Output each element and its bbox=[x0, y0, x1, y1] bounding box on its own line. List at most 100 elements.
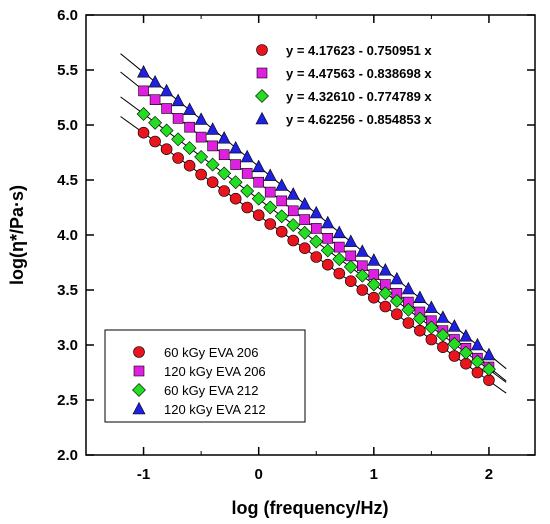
data-point-square bbox=[264, 186, 276, 198]
data-point-triangle bbox=[171, 93, 185, 107]
data-point-diamond bbox=[228, 175, 243, 190]
data-point-triangle bbox=[286, 187, 300, 200]
y-tick-label: 4.0 bbox=[57, 227, 78, 244]
data-point-square bbox=[241, 168, 253, 179]
data-point-triangle bbox=[378, 263, 392, 276]
data-point-circle bbox=[218, 185, 230, 197]
data-point-diamond bbox=[389, 294, 404, 308]
data-point-triangle bbox=[332, 225, 346, 239]
data-point-square bbox=[195, 131, 207, 143]
data-point-square bbox=[345, 250, 357, 262]
data-point-circle bbox=[448, 350, 461, 362]
data-point-square bbox=[322, 233, 334, 244]
data-point-square bbox=[207, 140, 218, 152]
data-point-circle bbox=[425, 333, 438, 346]
data-point-diamond bbox=[309, 234, 324, 249]
data-point-square bbox=[310, 223, 322, 234]
data-point-circle bbox=[402, 317, 415, 329]
data-point-circle bbox=[172, 152, 184, 164]
data-point-circle bbox=[264, 218, 277, 230]
data-point-circle bbox=[391, 308, 403, 321]
y-tick-label: 2.5 bbox=[57, 392, 78, 409]
y-tick-label: 4.5 bbox=[57, 172, 78, 189]
data-point-circle bbox=[195, 168, 207, 181]
data-point-triangle bbox=[298, 197, 312, 210]
data-point-triangle bbox=[436, 310, 450, 323]
data-point-diamond bbox=[171, 132, 186, 147]
equation-marker bbox=[255, 89, 269, 103]
data-point-diamond bbox=[297, 225, 312, 240]
legend-label: 120 kGy EVA 212 bbox=[164, 402, 266, 417]
data-point-circle bbox=[310, 251, 323, 263]
data-point-square bbox=[184, 121, 195, 133]
data-point-circle bbox=[483, 374, 495, 387]
data-point-triangle bbox=[413, 290, 427, 304]
data-point-circle bbox=[160, 143, 173, 155]
data-point-diamond bbox=[251, 191, 266, 206]
data-point-triangle bbox=[470, 337, 484, 351]
data-point-square bbox=[299, 214, 311, 225]
data-point-diamond bbox=[470, 354, 485, 369]
data-point-triangle bbox=[367, 253, 381, 266]
data-point-diamond bbox=[435, 328, 450, 343]
data-point-square bbox=[230, 159, 241, 170]
y-tick-label: 3.0 bbox=[57, 337, 78, 354]
data-point-triangle bbox=[275, 178, 289, 191]
data-point-triangle bbox=[424, 300, 438, 313]
legend-label: 120 kGy EVA 206 bbox=[164, 364, 266, 379]
equation-legend: y = 4.17623 - 0.750951 x y = 4.47563 - 0.… bbox=[255, 43, 432, 127]
data-point-diamond bbox=[286, 218, 301, 233]
y-tick-label: 6.0 bbox=[57, 7, 78, 24]
data-point-circle bbox=[356, 284, 369, 296]
legend-label: 60 kGy EVA 212 bbox=[164, 383, 258, 398]
y-tick-label: 2.0 bbox=[57, 447, 78, 464]
data-point-square bbox=[276, 195, 288, 207]
data-point-diamond bbox=[447, 336, 462, 351]
legend-marker bbox=[132, 401, 146, 415]
data-point-triangle bbox=[401, 281, 415, 295]
data-point-diamond bbox=[412, 311, 427, 326]
x-tick-label: 2 bbox=[485, 466, 493, 483]
data-point-circle bbox=[414, 324, 426, 337]
data-point-square bbox=[149, 94, 161, 105]
equation-text: y = 4.32610 - 0.774789 x bbox=[286, 89, 432, 104]
data-point-circle bbox=[437, 341, 449, 354]
legend-marker bbox=[132, 383, 146, 397]
data-point-diamond bbox=[217, 166, 232, 181]
data-point-square bbox=[287, 205, 299, 217]
data-point-diamond bbox=[378, 286, 393, 301]
data-point-triangle bbox=[309, 205, 323, 219]
data-point-diamond bbox=[355, 268, 370, 283]
y-tick-label: 3.5 bbox=[57, 282, 78, 299]
x-tick-label: -1 bbox=[137, 466, 150, 483]
data-point-circle bbox=[206, 176, 219, 188]
equation-marker bbox=[255, 111, 269, 125]
data-point-circle bbox=[471, 366, 484, 379]
data-point-diamond bbox=[366, 277, 381, 292]
data-point-triangle bbox=[206, 122, 220, 135]
equation-marker bbox=[256, 67, 268, 79]
data-point-circle bbox=[298, 242, 311, 254]
data-point-circle bbox=[344, 275, 357, 288]
equation-text: y = 4.17623 - 0.750951 x bbox=[286, 43, 432, 58]
data-point-square bbox=[218, 149, 230, 160]
data-point-diamond bbox=[263, 200, 278, 215]
data-point-triangle bbox=[160, 83, 174, 97]
data-point-triangle bbox=[240, 149, 254, 163]
data-point-circle bbox=[379, 300, 392, 313]
data-point-diamond bbox=[343, 259, 358, 274]
data-point-square bbox=[333, 241, 345, 253]
x-tick-label: 1 bbox=[370, 466, 378, 483]
data-point-square bbox=[161, 103, 172, 114]
data-point-triangle bbox=[229, 140, 243, 154]
equation-marker bbox=[256, 44, 268, 56]
data-point-triangle bbox=[194, 112, 208, 125]
data-point-triangle bbox=[344, 234, 358, 247]
data-point-triangle bbox=[482, 347, 496, 361]
legend-label: 60 kGy EVA 206 bbox=[164, 345, 258, 360]
equation-text: y = 4.47563 - 0.838698 x bbox=[286, 66, 432, 81]
data-point-triangle bbox=[183, 102, 197, 115]
x-tick-label: 0 bbox=[255, 466, 263, 483]
y-tick-label: 5.0 bbox=[57, 117, 78, 134]
